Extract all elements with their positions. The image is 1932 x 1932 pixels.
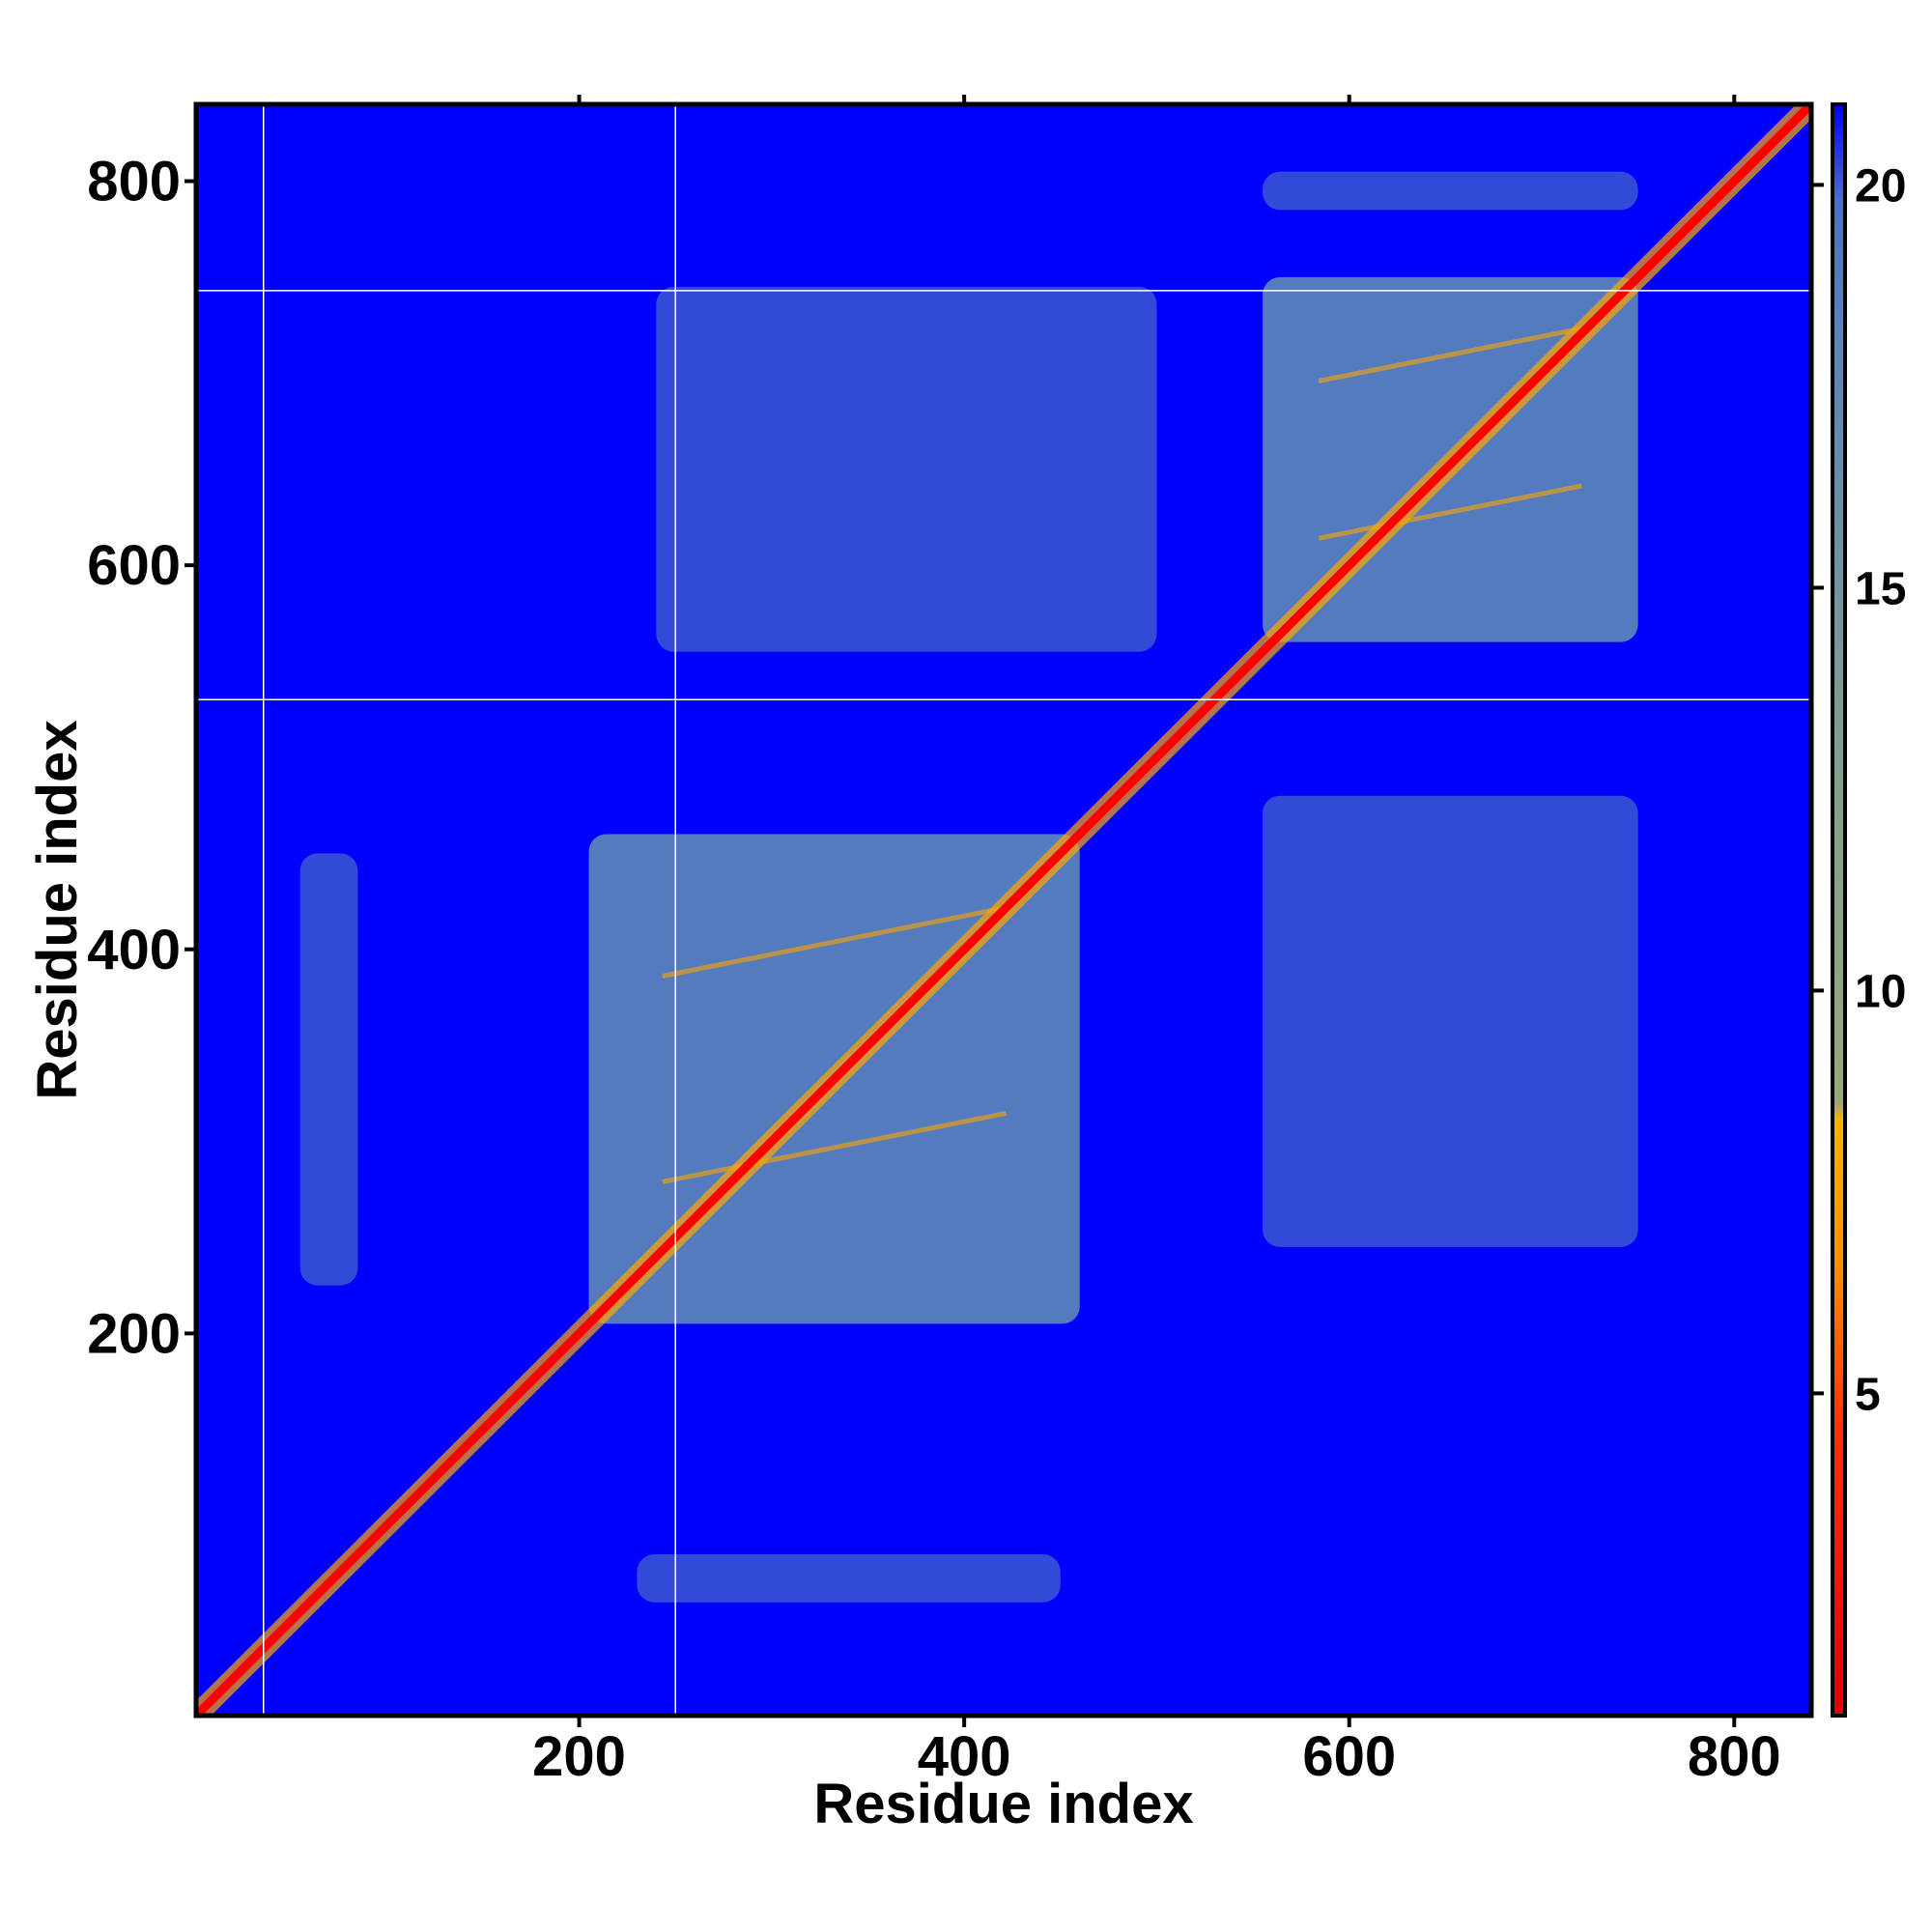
y-axis-label: Residue index [26, 720, 89, 1099]
y-tick-label: 400 [87, 919, 181, 981]
near-contact-band [1318, 483, 1582, 541]
near-contact-band [662, 905, 1007, 979]
contact-patch [299, 853, 358, 1286]
x-tick-label: 800 [1688, 1725, 1781, 1788]
x-tick-label: 400 [918, 1725, 1011, 1788]
x-axis: 200 400 600 800 [532, 95, 1781, 1788]
contact-patch [637, 1554, 1061, 1603]
y-tick-label: 200 [87, 1302, 181, 1365]
y-tick-label: 800 [87, 151, 181, 213]
heatmap-diagonal [196, 104, 1811, 1716]
colorbar-tick-label: 20 [1855, 160, 1906, 212]
colorbar-tick-label: 5 [1855, 1369, 1881, 1420]
x-tick-label: 600 [1302, 1725, 1396, 1788]
x-tick-label: 200 [532, 1725, 626, 1788]
reference-lines [196, 104, 1811, 1716]
plot-frame [193, 101, 1814, 1719]
contact-patch [1263, 795, 1638, 1247]
near-contact-band [662, 1110, 1007, 1184]
colorbar-gradient [1831, 102, 1847, 1718]
colorbar-tick-label: 10 [1855, 966, 1906, 1017]
y-axis: 200 400 600 800 [87, 151, 196, 1365]
near-contact-band [1318, 326, 1582, 384]
colorbar-ticks: 5 10 15 20 [1811, 160, 1906, 1420]
contact-patch [656, 286, 1157, 652]
colorbar: 5 10 15 20 [1811, 102, 1906, 1718]
diagonal-line [196, 104, 1811, 1716]
contact-patch [1263, 171, 1638, 211]
x-axis-label: Residue index [813, 1773, 1193, 1835]
y-tick-label: 600 [87, 534, 181, 597]
colorbar-tick-label: 15 [1855, 563, 1906, 614]
